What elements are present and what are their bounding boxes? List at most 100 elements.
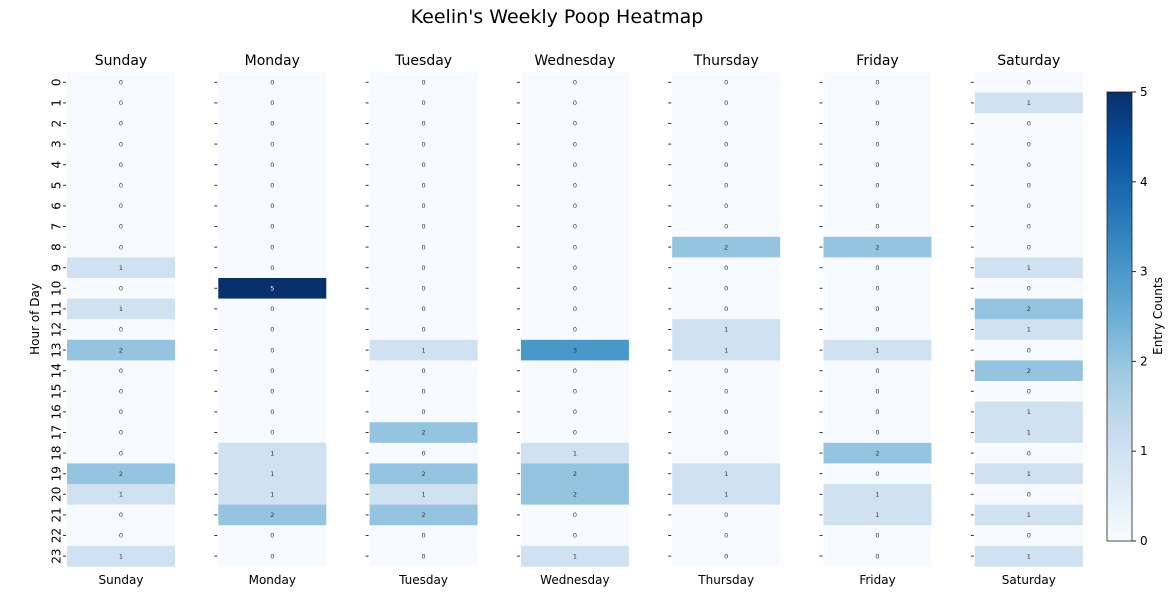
heatmap-cell: [369, 381, 478, 402]
cell-value-label: 0: [270, 99, 274, 107]
cell-value-label: 0: [422, 120, 426, 128]
heatmap-cell: [974, 113, 1083, 135]
heatmap-cell: [520, 442, 629, 464]
x-tick-label: Saturday: [1002, 573, 1056, 587]
heatmap-cell: [974, 195, 1083, 217]
cell-value-label: 0: [422, 79, 426, 87]
cell-value-label: 0: [422, 243, 426, 251]
heatmap-cell: [520, 545, 629, 567]
colorbar-tick-label: 1: [1140, 444, 1148, 458]
heatmap-cell: [218, 154, 327, 176]
colorbar-tick-label: 4: [1140, 175, 1148, 189]
cell-value-label: 0: [422, 140, 426, 148]
heatmap-cell: [974, 504, 1083, 526]
cell-value-label: 0: [1027, 532, 1031, 540]
cell-value-label: 0: [875, 285, 879, 293]
x-tick-label: Friday: [859, 573, 895, 587]
heatmap-cell: [974, 422, 1083, 444]
heatmap-cell: [67, 319, 175, 341]
heatmap-cell: [823, 278, 932, 299]
cell-value-label: 0: [270, 408, 274, 416]
x-tick-label: Thursday: [697, 573, 754, 587]
heatmap-cell: [218, 216, 327, 238]
heatmap-cell: [974, 133, 1083, 155]
cell-value-label: 0: [270, 264, 274, 272]
colorbar-tick-label: 3: [1140, 265, 1148, 279]
cell-value-label: 0: [1027, 223, 1031, 231]
cell-value-label: 0: [573, 388, 577, 396]
cell-value-label: 0: [875, 223, 879, 231]
heatmap-cell: [369, 401, 478, 423]
cell-value-label: 0: [270, 243, 274, 251]
cell-value-label: 0: [573, 532, 577, 540]
heatmap-cell: [823, 236, 932, 258]
heatmap-cell: [218, 422, 327, 444]
heatmap-cell: [823, 504, 932, 526]
cell-value-label: 0: [1027, 449, 1031, 457]
heatmap-cell: [218, 442, 327, 464]
cell-value-label: 0: [724, 367, 728, 375]
heatmap-cell: [823, 72, 932, 93]
cell-value-label: 0: [422, 532, 426, 540]
cell-value-label: 2: [422, 470, 426, 478]
cell-value-label: 0: [422, 305, 426, 313]
cell-value-label: 0: [573, 305, 577, 313]
heatmap-cell: [520, 216, 629, 238]
cell-value-label: 0: [724, 305, 728, 313]
cell-value-label: 0: [1027, 182, 1031, 190]
cell-value-label: 0: [119, 161, 123, 169]
heatmap-cell: [218, 484, 327, 505]
y-tick-label: 20: [50, 487, 64, 502]
day-title: Sunday: [95, 53, 147, 69]
y-tick-label: 16: [50, 404, 64, 419]
cell-value-label: 1: [1027, 511, 1031, 519]
heatmap-cell: [974, 381, 1083, 402]
y-tick-label: 5: [50, 181, 64, 189]
cell-value-label: 0: [573, 511, 577, 519]
cell-value-label: 0: [422, 367, 426, 375]
heatmap-cell: [369, 463, 478, 485]
cell-value-label: 0: [724, 388, 728, 396]
heatmap-cell: [369, 236, 478, 258]
cell-value-label: 0: [119, 326, 123, 334]
cell-value-label: 0: [573, 182, 577, 190]
heatmap-cell: [672, 72, 781, 93]
cell-value-label: 0: [724, 285, 728, 293]
cell-value-label: 0: [724, 552, 728, 560]
cell-value-label: 0: [875, 264, 879, 272]
cell-value-label: 1: [1027, 552, 1031, 560]
cell-value-label: 0: [270, 367, 274, 375]
cell-value-label: 0: [270, 346, 274, 354]
day-title: Thursday: [693, 53, 759, 69]
cell-value-label: 1: [1027, 470, 1031, 478]
cell-value-label: 0: [573, 120, 577, 128]
heatmap-cell: [672, 175, 781, 196]
heatmap-cell: [218, 72, 327, 93]
heatmap-cell: [218, 175, 327, 196]
heatmap-cell: [520, 484, 629, 505]
heatmap-cell: [672, 195, 781, 217]
y-tick-label: 22: [50, 528, 64, 543]
cell-value-label: 0: [422, 388, 426, 396]
cell-value-label: 0: [119, 99, 123, 107]
chart-title: Keelin's Weekly Poop Heatmap: [411, 6, 704, 28]
cell-value-label: 0: [875, 429, 879, 437]
day-panel-saturday: Saturday Saturday 0 1 0 0 0 0 0 0 0 1 0 2 1 0 2 0 1 1 0 1 0 1 0 1: [970, 53, 1083, 587]
cell-value-label: 0: [573, 79, 577, 87]
y-tick-label: 15: [50, 384, 64, 399]
cell-value-label: 0: [573, 99, 577, 107]
cell-value-label: 0: [119, 120, 123, 128]
heatmap-cell: [369, 298, 478, 320]
heatmap-cell: [520, 195, 629, 217]
heatmap-cell: [218, 401, 327, 423]
heatmap-cell: [672, 133, 781, 155]
cell-value-label: 1: [119, 305, 123, 313]
cell-value-label: 0: [270, 305, 274, 313]
heatmap-cell: [369, 360, 478, 382]
heatmap-cell: [520, 298, 629, 320]
y-tick-label: 1: [50, 99, 64, 107]
heatmap-cell: [672, 545, 781, 567]
cell-value-label: 1: [1027, 429, 1031, 437]
cell-value-label: 0: [270, 388, 274, 396]
heatmap-cell: [67, 154, 175, 176]
